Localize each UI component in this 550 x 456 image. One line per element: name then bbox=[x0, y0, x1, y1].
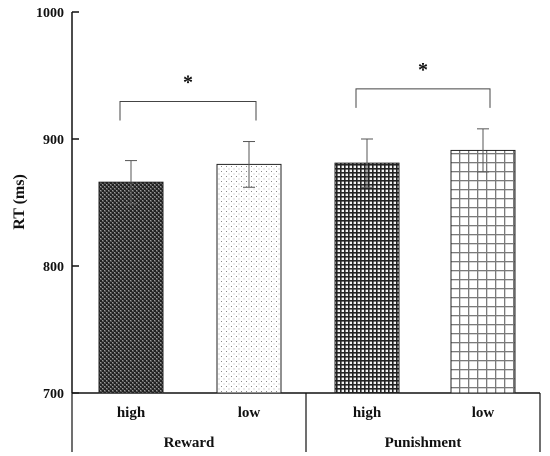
x-tick-label: high bbox=[353, 405, 382, 421]
group-label: Reward bbox=[164, 435, 215, 451]
y-tick-label: 800 bbox=[43, 260, 64, 275]
group-labels: Reward Punishment bbox=[71, 393, 541, 452]
y-tick-label: 900 bbox=[43, 133, 64, 148]
group-label: Punishment bbox=[385, 435, 462, 451]
error-bars bbox=[125, 128, 489, 205]
x-tick-label: low bbox=[238, 405, 261, 421]
significance-bracket bbox=[355, 88, 491, 108]
y-axis-label: RT (ms) bbox=[11, 174, 28, 230]
y-ticks: 700 800 900 1000 bbox=[36, 6, 79, 402]
x-labels: high low high low bbox=[117, 405, 495, 421]
y-tick-label: 700 bbox=[43, 387, 64, 402]
bar-punishment-high bbox=[334, 162, 400, 394]
significance-marker: * bbox=[183, 72, 193, 94]
x-tick-label: high bbox=[117, 405, 146, 421]
bar-reward-high bbox=[98, 181, 164, 394]
bars bbox=[98, 149, 516, 394]
bar-punishment-low bbox=[450, 149, 516, 394]
bar-reward-low bbox=[216, 163, 282, 394]
significance-bracket bbox=[119, 101, 257, 121]
x-tick-label: low bbox=[472, 405, 495, 421]
y-tick-label: 1000 bbox=[36, 6, 64, 21]
significance-brackets: ** bbox=[119, 59, 491, 121]
significance-marker: * bbox=[418, 59, 428, 81]
